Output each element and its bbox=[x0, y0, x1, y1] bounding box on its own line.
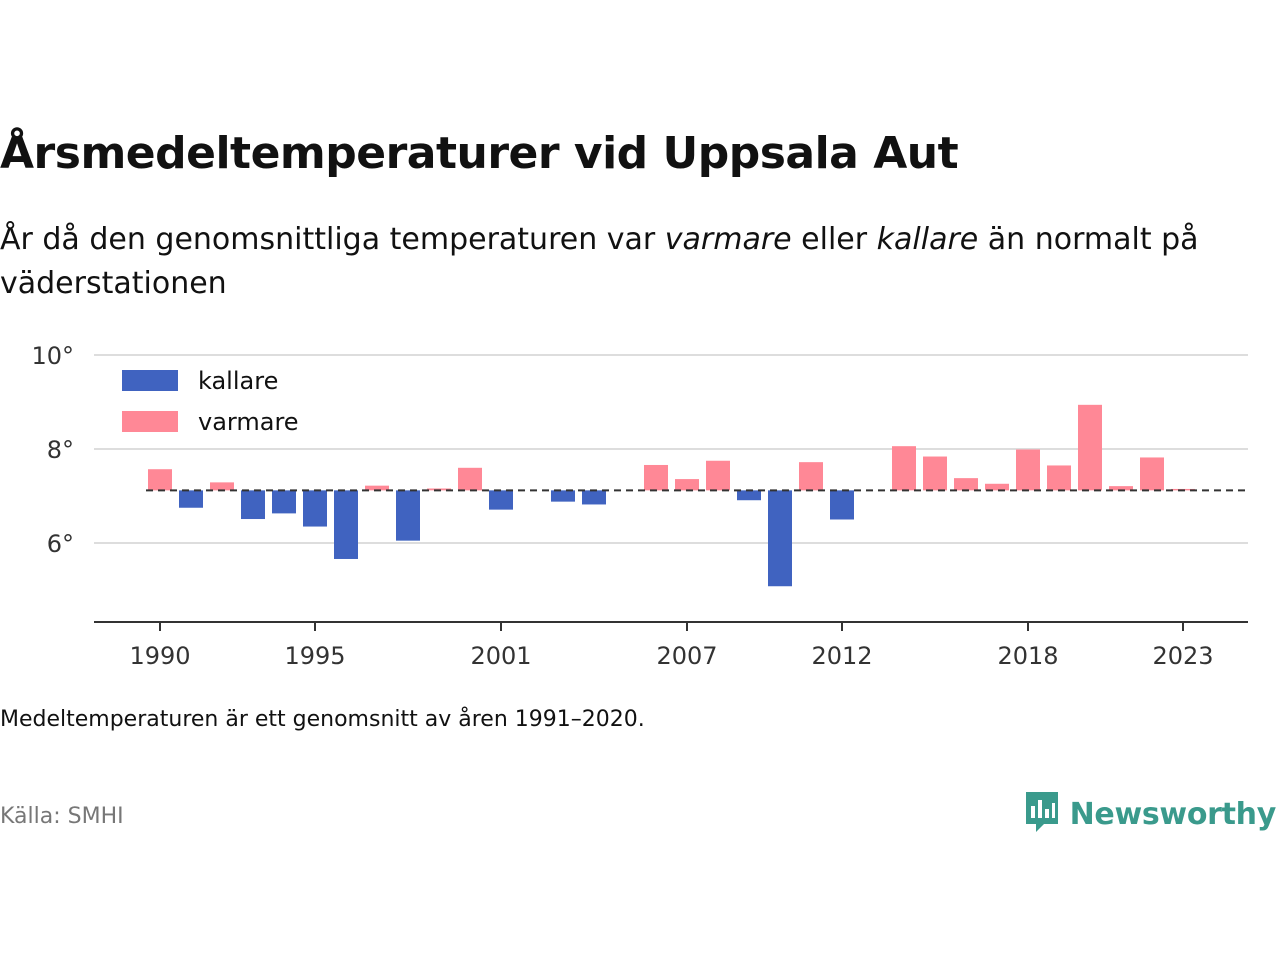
y-tick-label: 10° bbox=[31, 342, 74, 370]
chart-subtitle: År då den genomsnittliga temperaturen va… bbox=[0, 218, 1270, 306]
bar-varmare bbox=[1047, 465, 1071, 491]
bar-kallare bbox=[179, 490, 203, 508]
bar-varmare bbox=[210, 482, 234, 491]
legend-swatch-kallare bbox=[122, 370, 178, 391]
bar-varmare bbox=[458, 467, 482, 491]
bar-kallare bbox=[334, 490, 358, 559]
bar-varmare bbox=[1140, 457, 1164, 491]
x-tick-label: 2012 bbox=[811, 642, 872, 670]
x-tick-label: 1995 bbox=[284, 642, 345, 670]
bar-varmare bbox=[954, 478, 978, 491]
temperature-bar-chart: 6° 8° 10° 1990 1995 2001 2007 2012 2018 2023 kalla… bbox=[31, 342, 1248, 670]
y-tick-label: 8° bbox=[47, 436, 74, 464]
legend-label-varmare: varmare bbox=[198, 408, 299, 436]
bar-varmare bbox=[706, 460, 730, 491]
newsworthy-logo-icon bbox=[1024, 790, 1060, 838]
bar-kallare bbox=[396, 490, 420, 541]
subtitle-text-2: eller bbox=[791, 222, 877, 257]
x-tick-label: 2001 bbox=[470, 642, 531, 670]
bar-kallare bbox=[241, 490, 265, 520]
subtitle-text-1: År då den genomsnittliga temperaturen va… bbox=[0, 222, 665, 257]
bar-kallare bbox=[582, 490, 606, 505]
chart-title: Årsmedeltemperaturer vid Uppsala Aut bbox=[0, 128, 959, 179]
bar-kallare bbox=[737, 490, 761, 501]
source-label: Källa: SMHI bbox=[0, 804, 124, 829]
bar-varmare bbox=[365, 485, 389, 491]
subtitle-colder: kallare bbox=[876, 222, 979, 257]
subtitle-text-3: än normalt på väderstationen bbox=[0, 222, 1199, 301]
bar-varmare bbox=[923, 456, 947, 491]
bar-varmare bbox=[1109, 486, 1133, 491]
chart-note: Medeltemperaturen är ett genomsnitt av å… bbox=[0, 707, 645, 732]
bar-varmare bbox=[799, 462, 823, 491]
bar-varmare bbox=[985, 483, 1009, 491]
bar-varmare bbox=[644, 464, 668, 491]
bar-varmare bbox=[892, 446, 916, 491]
x-tick-label: 1990 bbox=[129, 642, 190, 670]
bar-varmare bbox=[148, 469, 172, 491]
bar-kallare bbox=[830, 490, 854, 520]
x-tick-label: 2023 bbox=[1152, 642, 1213, 670]
legend-label-kallare: kallare bbox=[198, 367, 278, 395]
bar-kallare bbox=[489, 490, 513, 510]
x-tick-label: 2018 bbox=[997, 642, 1058, 670]
brand-logo: Newsworthy bbox=[1024, 790, 1276, 838]
bar-kallare bbox=[551, 490, 575, 502]
subtitle-warmer: varmare bbox=[664, 222, 792, 257]
bar-varmare bbox=[1078, 404, 1102, 491]
bar-varmare bbox=[675, 479, 699, 491]
bar-kallare bbox=[303, 490, 327, 527]
y-tick-label: 6° bbox=[47, 530, 74, 558]
bar-kallare bbox=[768, 490, 792, 587]
x-tick-label: 2007 bbox=[656, 642, 717, 670]
bar-kallare bbox=[272, 490, 296, 514]
brand-name: Newsworthy bbox=[1069, 796, 1277, 832]
legend-swatch-varmare bbox=[122, 411, 178, 432]
bar-varmare bbox=[1016, 449, 1040, 491]
